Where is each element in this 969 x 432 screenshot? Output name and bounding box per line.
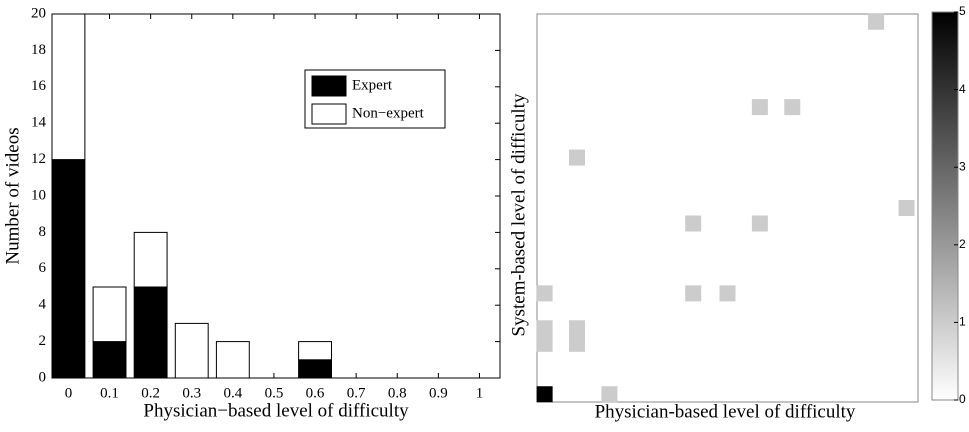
bar	[298, 359, 332, 379]
x-tick-label: 0.9	[429, 385, 448, 401]
y-tick-label: 16	[31, 78, 47, 94]
x-axis-label: Physician-based level of difficulty	[595, 401, 856, 422]
colorbar	[931, 11, 959, 401]
y-tick-label: 10	[31, 187, 46, 203]
bar	[92, 341, 127, 379]
y-tick-label: 18	[31, 42, 46, 58]
colorbar-tick-label: 2	[959, 237, 966, 251]
y-tick-label: 0	[39, 369, 47, 385]
heatmap-cell	[784, 99, 801, 116]
x-tick-label: 1	[476, 385, 484, 401]
heatmap-cell	[536, 285, 553, 302]
x-tick-label: 0	[65, 385, 73, 401]
heatmap-cell	[751, 99, 768, 116]
heatmap-cell	[569, 335, 586, 352]
x-tick-label: 0.1	[100, 385, 119, 401]
x-axis-label: Physician−based level of difficulty	[143, 400, 409, 421]
heatmap-cell	[569, 320, 586, 337]
bar	[92, 286, 127, 343]
heatmap-cell	[601, 386, 618, 403]
y-tick-label: 14	[31, 115, 47, 131]
x-tick-label: 0.8	[388, 385, 407, 401]
colorbar-tick-label: 3	[959, 159, 966, 173]
x-tick-label: 0.4	[223, 385, 242, 401]
bar	[215, 341, 250, 379]
x-tick-label: 0.3	[182, 385, 201, 401]
heatmap-cell	[751, 215, 768, 232]
colorbar-tick-label: 0	[959, 392, 966, 406]
bar	[51, 13, 86, 161]
colorbar-tick-label: 5	[959, 4, 966, 18]
y-tick-label: 6	[39, 260, 47, 276]
legend-swatch	[311, 75, 347, 97]
bar	[51, 159, 86, 379]
heatmap-cell	[719, 285, 736, 302]
heatmap-cell	[569, 149, 586, 166]
y-tick-label: 2	[39, 333, 47, 349]
y-axis-label: Number of videos	[2, 127, 23, 264]
x-tick-label: 0.5	[265, 385, 284, 401]
heatmap-cell	[536, 320, 553, 337]
colorbar-tick-label: 1	[959, 315, 966, 329]
colorbar-tick-label: 4	[959, 82, 966, 96]
y-tick-label: 8	[39, 224, 47, 240]
heatmap-cell	[536, 386, 553, 403]
heatmap-cell	[685, 215, 702, 232]
heatmap-cell	[685, 285, 702, 302]
heatmap-frame	[536, 13, 919, 403]
y-tick-label: 12	[31, 151, 46, 167]
y-tick-label: 4	[39, 297, 47, 313]
heatmap-cell	[536, 335, 553, 352]
legend-label: Non−expert	[352, 105, 425, 121]
bar	[133, 286, 168, 379]
y-tick-label: 20	[31, 5, 46, 21]
y-axis-label: System-based level of difficulty	[508, 93, 529, 336]
x-tick-label: 0.2	[141, 385, 160, 401]
bar	[298, 341, 332, 361]
bar	[174, 322, 209, 379]
bar	[133, 231, 168, 288]
heatmap-cell	[868, 13, 885, 30]
legend-swatch	[311, 103, 347, 125]
legend-label: Expert	[352, 77, 393, 93]
x-tick-label: 0.7	[347, 385, 366, 401]
heatmap-cell	[898, 200, 915, 216]
x-tick-label: 0.6	[306, 385, 325, 401]
